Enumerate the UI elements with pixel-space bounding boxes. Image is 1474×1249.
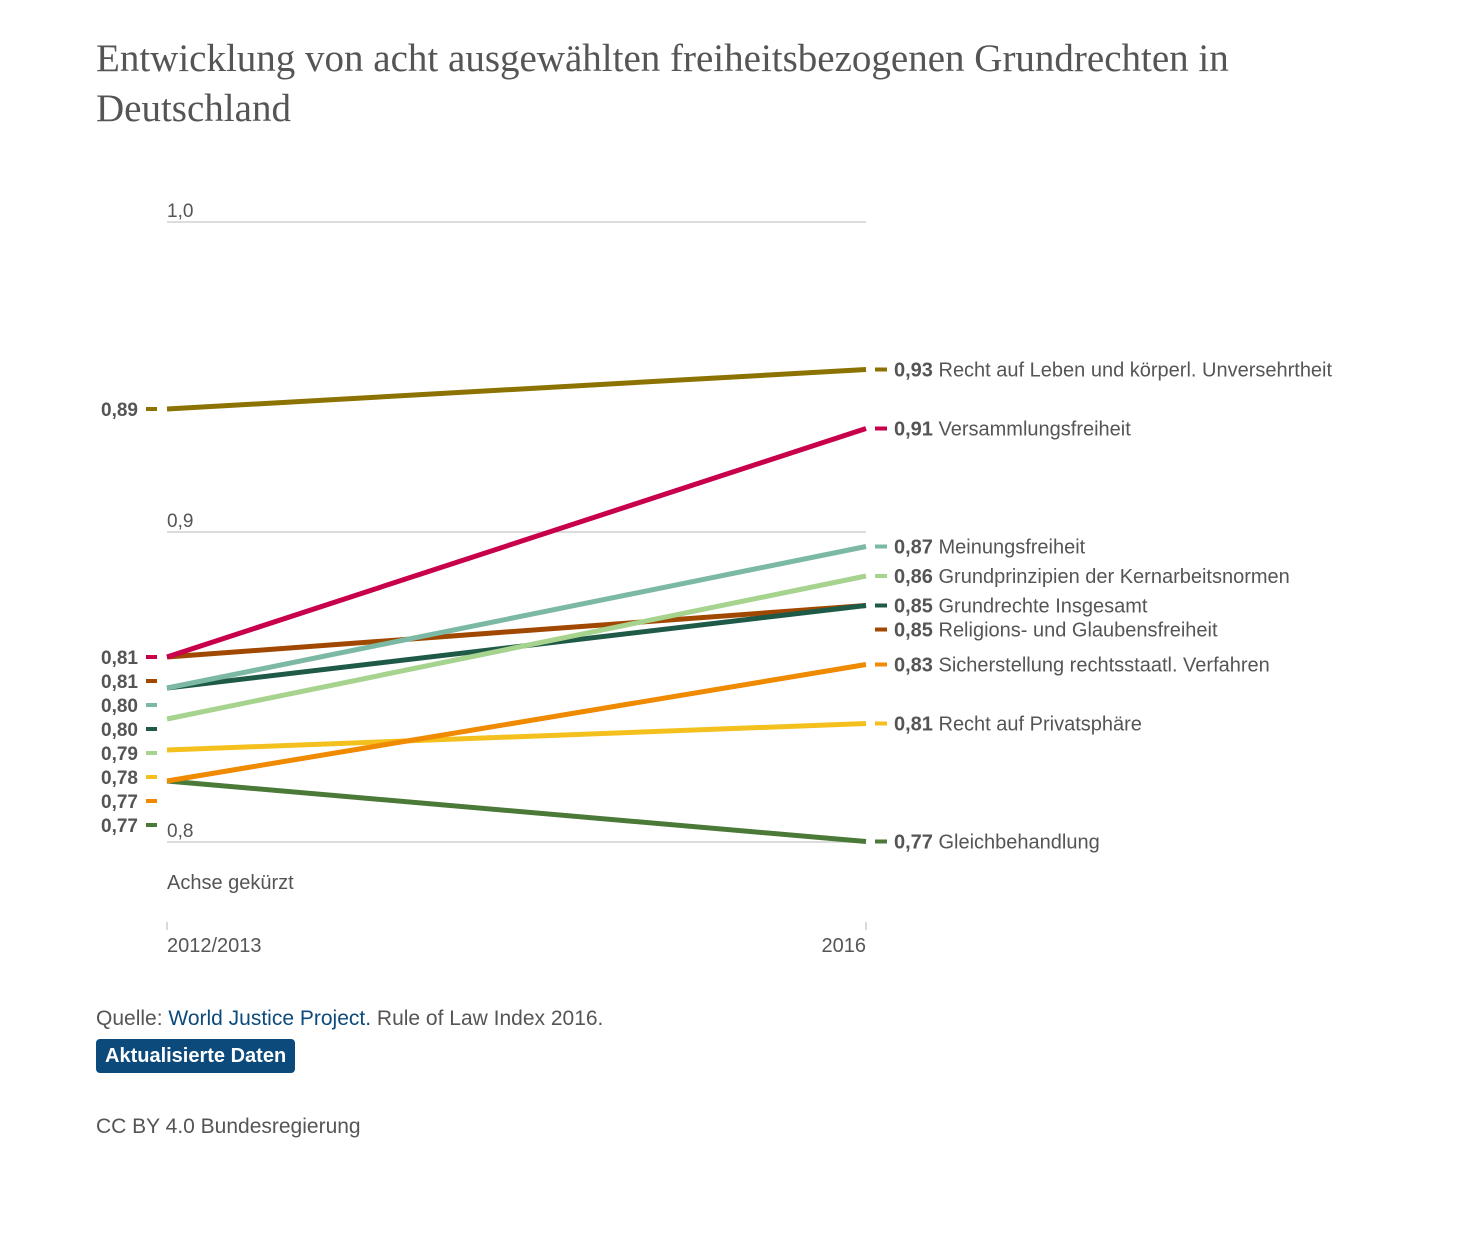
license-text: CC BY 4.0 Bundesregierung bbox=[96, 1115, 361, 1138]
y-tick-label: 1,0 bbox=[167, 201, 193, 222]
left-value-label: 0,80 bbox=[101, 720, 138, 741]
right-marker bbox=[875, 603, 887, 608]
series-label-sicherstellung-rechtsstaatl-verfahren: 0,83 Sicherstellung rechtsstaatl. Verfah… bbox=[894, 655, 1270, 677]
right-marker bbox=[875, 544, 887, 549]
series-label-grundrechte-insgesamt: 0,85 Grundrechte Insgesamt bbox=[894, 596, 1148, 618]
left-value-label: 0,89 bbox=[101, 400, 138, 421]
series-line-gleichbehandlung bbox=[166, 778, 867, 844]
right-marker bbox=[875, 627, 887, 632]
left-value-label: 0,80 bbox=[101, 696, 138, 717]
line-chart: 1,0 0,9 0,8 Achse gekürzt 2012/2013 2016 0,89 0… bbox=[101, 201, 1333, 957]
series-name: Recht auf Privatsphäre bbox=[933, 714, 1142, 736]
series-label-grundprinzipien-der-kernarbeitsnormen: 0,86 Grundprinzipien der Kernarbeitsnorm… bbox=[894, 566, 1290, 588]
updated-data-button[interactable]: Aktualisierte Daten bbox=[96, 1039, 296, 1073]
left-marker bbox=[146, 727, 157, 731]
left-value-label: 0,78 bbox=[101, 768, 138, 789]
left-marker bbox=[146, 703, 157, 707]
source-link[interactable]: World Justice Project. bbox=[168, 1007, 372, 1030]
y-tick-label: 0,9 bbox=[167, 511, 193, 532]
right-value-label: 0,83 bbox=[894, 655, 933, 677]
y-tick-label: 0,8 bbox=[167, 821, 193, 842]
series-name: Sicherstellung rechtsstaatl. Verfahren bbox=[933, 655, 1270, 677]
x-tick-label: 2012/2013 bbox=[167, 935, 262, 957]
series-label-recht-auf-privatsphaere: 0,81 Recht auf Privatsphäre bbox=[894, 714, 1142, 736]
left-value-label: 0,77 bbox=[101, 792, 138, 813]
series-line-versammlungsfreiheit bbox=[166, 426, 867, 660]
right-value-label: 0,86 bbox=[894, 566, 933, 588]
series-name: Versammlungsfreiheit bbox=[933, 419, 1131, 441]
series-line-sicherstellung-rechtsstaatl-verfahren bbox=[166, 662, 867, 784]
left-marker bbox=[146, 751, 157, 755]
series-line-recht-auf-leben-und-koerperl-unversehrtheit bbox=[166, 367, 867, 412]
right-value-label: 0,77 bbox=[894, 832, 933, 854]
series-name: Recht auf Leben und körperl. Unversehrth… bbox=[933, 360, 1333, 382]
series-line-religions-und-glaubensfreiheit bbox=[166, 603, 867, 660]
source-prefix: Quelle: bbox=[96, 1007, 169, 1030]
left-value-label: 0,81 bbox=[101, 672, 138, 693]
left-marker bbox=[146, 775, 157, 779]
left-value-label: 0,81 bbox=[101, 648, 138, 669]
axis-note: Achse gekürzt bbox=[167, 872, 294, 894]
right-marker bbox=[875, 367, 887, 372]
right-value-label: 0,87 bbox=[894, 537, 933, 559]
series-line-meinungsfreiheit bbox=[166, 544, 867, 691]
series-name: Grundrechte Insgesamt bbox=[933, 596, 1148, 618]
right-value-label: 0,85 bbox=[894, 620, 933, 642]
series-name: Gleichbehandlung bbox=[933, 832, 1100, 854]
right-value-label: 0,93 bbox=[894, 360, 933, 382]
left-marker bbox=[146, 823, 157, 827]
right-value-label: 0,91 bbox=[894, 419, 933, 441]
series-label-religions-und-glaubensfreiheit: 0,85 Religions- und Glaubensfreiheit bbox=[894, 620, 1218, 642]
right-marker bbox=[875, 721, 887, 726]
right-marker bbox=[875, 839, 887, 844]
left-marker bbox=[146, 407, 157, 411]
series-label-gleichbehandlung: 0,77 Gleichbehandlung bbox=[894, 832, 1100, 854]
series-line-grundprinzipien-der-kernarbeitsnormen bbox=[166, 573, 867, 722]
left-marker bbox=[146, 679, 157, 683]
series-name: Grundprinzipien der Kernarbeitsnormen bbox=[933, 566, 1290, 588]
series-name: Meinungsfreiheit bbox=[933, 537, 1086, 559]
left-value-label: 0,77 bbox=[101, 816, 138, 837]
series-label-meinungsfreiheit: 0,87 Meinungsfreiheit bbox=[894, 537, 1086, 559]
right-marker bbox=[875, 574, 887, 578]
right-value-label: 0,81 bbox=[894, 714, 933, 736]
right-marker bbox=[875, 662, 887, 667]
left-value-label: 0,79 bbox=[101, 744, 138, 765]
series-label-recht-auf-leben-und-koerperl-unversehrtheit: 0,93 Recht auf Leben und körperl. Unvers… bbox=[894, 360, 1333, 382]
series-name: Religions- und Glaubensfreiheit bbox=[933, 620, 1218, 642]
source-line: Quelle: World Justice Project. Rule of L… bbox=[96, 1007, 603, 1031]
chart-title: Entwicklung von acht ausgewählten freihe… bbox=[96, 37, 1229, 130]
series-line-recht-auf-privatsphaere bbox=[166, 721, 867, 753]
right-marker bbox=[875, 426, 887, 431]
left-marker bbox=[146, 655, 157, 659]
left-marker bbox=[146, 799, 157, 803]
series-label-versammlungsfreiheit: 0,91 Versammlungsfreiheit bbox=[894, 419, 1131, 441]
x-tick-label: 2016 bbox=[822, 935, 867, 957]
source-suffix: Rule of Law Index 2016. bbox=[371, 1007, 604, 1030]
right-value-label: 0,85 bbox=[894, 596, 933, 618]
